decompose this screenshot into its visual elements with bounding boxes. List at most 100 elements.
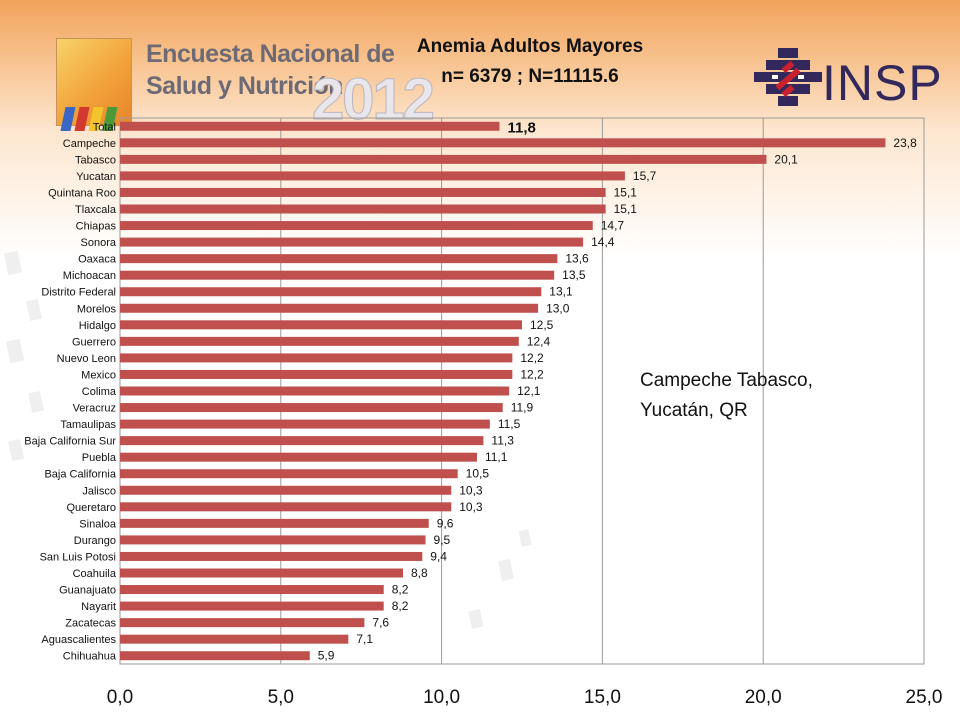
bar [120,303,539,313]
data-label: 13,1 [549,285,573,299]
y-category-label: Colima [82,386,117,398]
bar [120,287,542,297]
y-category-label: Jalisco [82,485,116,497]
y-category-label: Total [93,121,116,133]
x-tick-label: 15,0 [584,687,621,708]
data-label: 12,2 [520,367,544,381]
y-category-label: Quintana Roo [48,187,116,199]
y-category-label: Sonora [81,237,117,249]
chart-subtitle: n= 6379 ; N=11115.6 [441,66,619,87]
y-category-label: Tlaxcala [75,204,117,216]
bar [120,634,349,644]
logo-line-1: Encuesta Nacional de [146,40,395,68]
bar [120,204,606,214]
data-label: 11,5 [498,417,521,431]
logo-year: 2012 [311,67,435,133]
y-category-label: Nayarit [81,601,116,613]
logo-line-2: Salud y Nutrición [146,72,344,100]
bar [120,551,423,561]
y-category-label: Queretaro [66,502,116,514]
y-category-label: Hidalgo [79,320,116,332]
bar [120,601,384,611]
y-category-label: Baja California [44,469,116,481]
y-category-label: Veracruz [73,403,116,415]
data-label: 13,6 [565,252,589,266]
data-label: 9,6 [437,516,454,530]
x-tick-label: 0,0 [107,687,133,708]
bar [120,419,490,429]
y-category-label: San Luis Potosi [40,551,116,563]
data-label: 12,5 [530,318,554,332]
y-category-label: Mexico [81,369,116,381]
data-label: 11,8 [507,119,535,136]
bar [120,568,404,578]
data-label: 8,2 [392,583,409,597]
x-tick-label: 5,0 [268,687,294,708]
y-category-label: Tabasco [75,154,116,166]
bar [120,187,606,197]
y-category-label: Chihuahua [63,651,117,663]
x-tick-label: 25,0 [906,687,943,708]
y-category-label: Baja California Sur [24,436,116,448]
bar [120,121,500,131]
bar [120,403,503,413]
bar [120,336,519,346]
data-label: 15,7 [633,169,657,183]
data-label: 11,3 [491,434,514,448]
y-category-label: Nuevo Leon [57,353,116,365]
bar [120,221,593,231]
data-label: 7,6 [372,616,389,630]
bar [120,369,513,379]
insp-diamond-icon [754,48,822,106]
bar [120,436,484,446]
data-label: 11,9 [511,401,534,415]
y-category-label: Michoacan [63,270,116,282]
data-label: 5,9 [318,649,335,663]
data-label: 9,5 [434,533,451,547]
bar [120,502,452,512]
y-category-label: Distrito Federal [41,287,116,299]
insp-text: INSP [822,55,943,111]
y-category-label: Puebla [82,452,117,464]
data-label: 11,1 [485,450,508,464]
bar [120,353,513,363]
bar [120,485,452,495]
y-category-label: Durango [74,535,116,547]
data-label: 9,4 [430,549,447,563]
y-category-label: Yucatan [76,171,116,183]
bar [120,320,522,330]
bar [120,254,558,264]
y-category-label: Guerrero [72,336,116,348]
mexico-map-icon [56,38,132,131]
data-label: 14,4 [591,235,615,249]
x-tick-label: 10,0 [423,687,460,708]
data-label: 10,3 [459,500,483,514]
y-category-label: Oaxaca [78,254,117,266]
data-label: 10,3 [459,483,483,497]
ensanut-logo: Encuesta Nacional de Salud y Nutrición 2… [56,38,436,133]
y-category-label: Guanajuato [59,585,116,597]
data-label: 8,2 [392,599,409,613]
y-category-label: Aguascalientes [41,634,116,646]
bar [120,618,365,628]
y-category-label: Chiapas [76,221,117,233]
y-category-label: Coahuila [73,568,117,580]
bar [120,535,426,545]
data-label: 15,1 [614,202,638,216]
bar [120,469,458,479]
y-category-label: Tamaulipas [60,419,116,431]
bar [120,452,477,462]
bar [120,386,510,396]
data-label: 10,5 [466,467,490,481]
bar [120,585,384,595]
data-label: 13,5 [562,268,586,282]
bar [120,270,555,280]
bar [120,237,584,247]
bar [120,171,625,181]
bar [120,138,886,148]
y-category-label: Campeche [63,138,116,150]
data-label: 13,0 [546,301,570,315]
bar [120,154,767,164]
